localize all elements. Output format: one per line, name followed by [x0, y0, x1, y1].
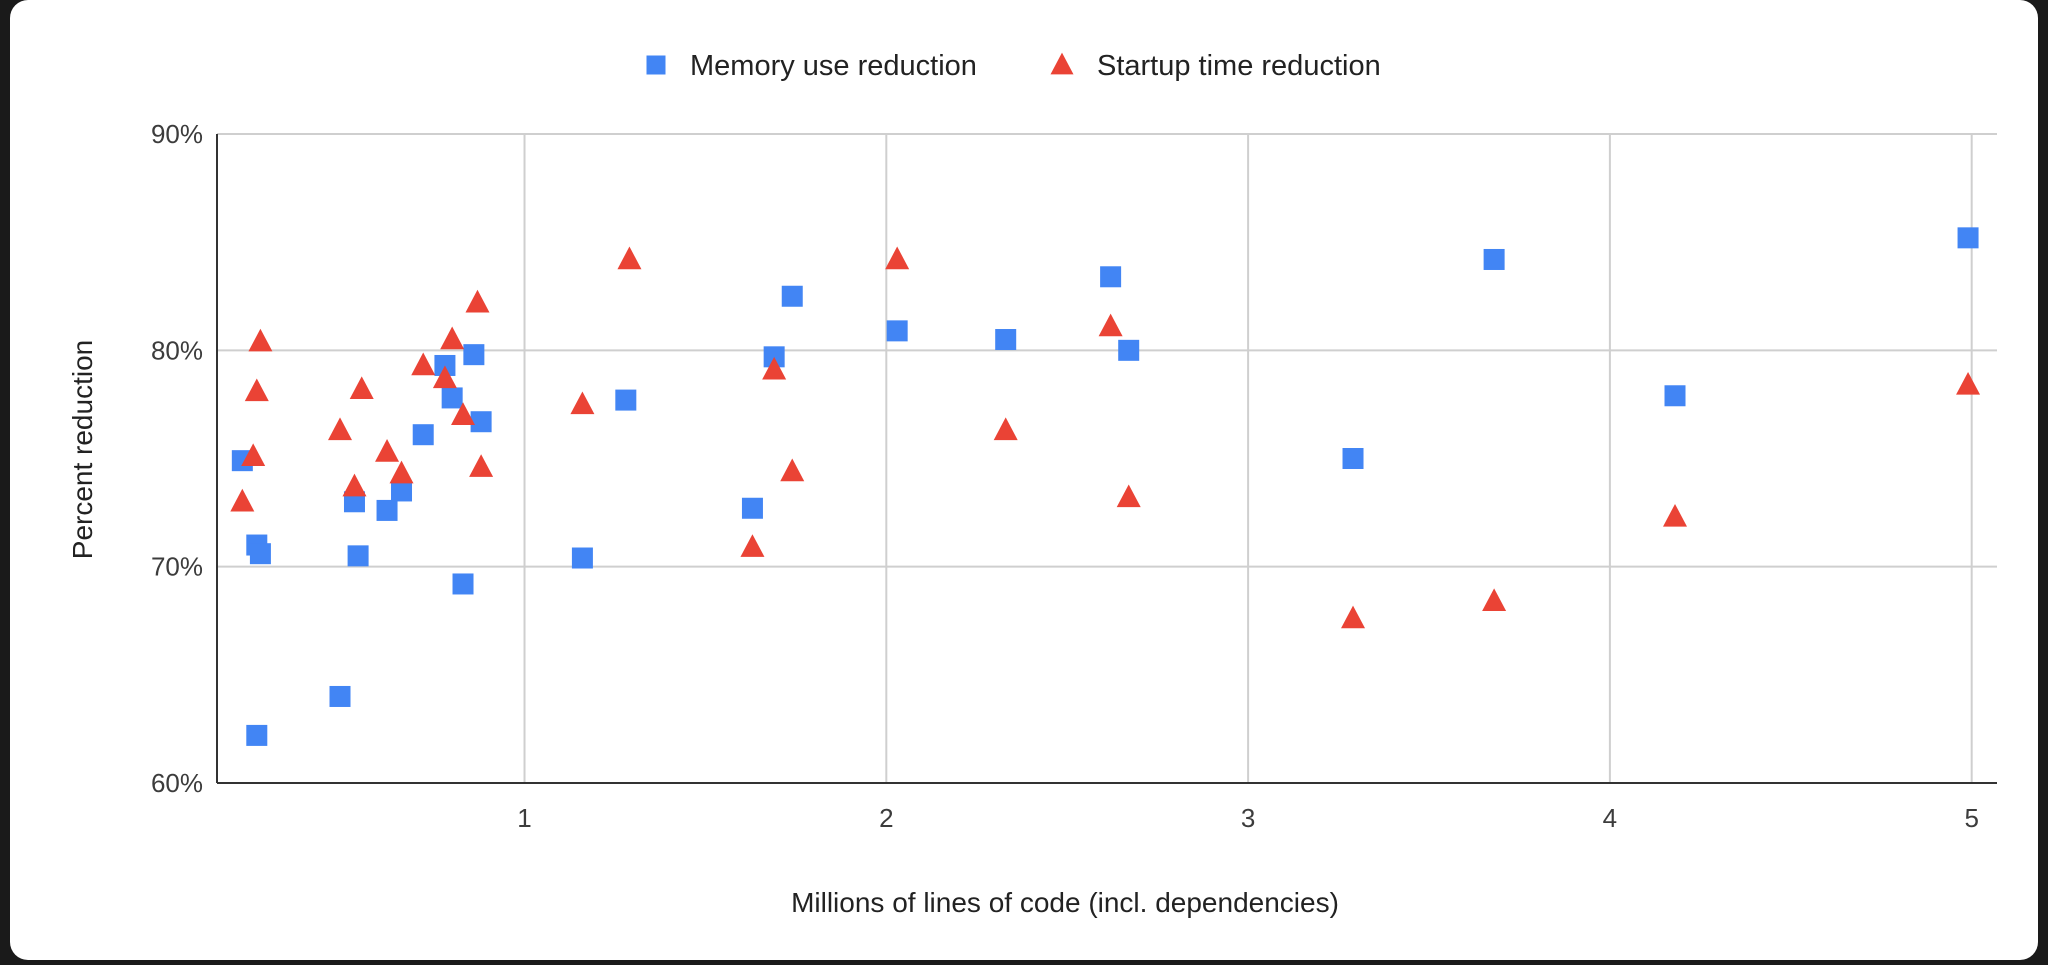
data-point-triangle	[432, 365, 457, 389]
data-point-square	[995, 329, 1017, 351]
data-point-square	[781, 285, 803, 307]
y-tick-label: 80%	[151, 335, 203, 365]
data-point-square	[441, 387, 463, 409]
x-tick-label: 2	[879, 803, 893, 833]
data-points	[230, 227, 1981, 746]
data-point-square	[452, 573, 474, 595]
legend: Memory use reduction Startup time reducti…	[646, 50, 1381, 82]
data-point-triangle	[469, 454, 494, 477]
scatter-chart: 60% 70% 80% 90% 1 2 3 4 5 Memory use reduction S…	[67, 50, 1997, 918]
data-point-triangle	[740, 534, 765, 557]
x-tick-label: 5	[1964, 803, 1978, 833]
data-point-square	[391, 480, 413, 502]
data-point-triangle	[389, 460, 414, 484]
data-point-triangle	[328, 417, 353, 441]
data-point-triangle	[570, 391, 595, 415]
data-point-triangle	[349, 376, 374, 399]
gridlines	[217, 133, 1997, 783]
series-startup	[230, 246, 1981, 629]
data-point-square	[463, 344, 485, 366]
data-point-square	[1664, 385, 1686, 407]
data-point-triangle	[1116, 484, 1141, 508]
chart-card: 60% 70% 80% 90% 1 2 3 4 5 Memory use reduction S…	[10, 0, 2038, 960]
data-point-square	[741, 497, 763, 519]
data-point-square	[1957, 227, 1979, 249]
data-point-triangle	[375, 439, 400, 462]
data-point-square	[763, 346, 785, 368]
legend-marker-square	[646, 55, 666, 75]
data-point-square	[246, 724, 268, 746]
data-point-triangle	[885, 246, 910, 270]
legend-marker-triangle	[1050, 52, 1074, 75]
data-point-square	[571, 547, 593, 569]
data-point-triangle	[342, 473, 367, 497]
x-axis-title: Millions of lines of code (incl. depende…	[791, 887, 1339, 918]
x-tick-label: 3	[1241, 803, 1255, 833]
y-tick-label: 90%	[151, 119, 203, 149]
data-point-square	[1483, 248, 1505, 270]
data-point-triangle	[411, 352, 436, 376]
x-axis-ticks: 1 2 3 4 5	[517, 803, 1979, 833]
data-point-triangle	[244, 378, 269, 402]
data-point-triangle	[762, 356, 787, 380]
data-point-triangle	[465, 289, 490, 313]
data-point-square	[434, 354, 456, 376]
legend-label: Startup time reduction	[1097, 50, 1381, 82]
data-point-triangle	[451, 402, 476, 425]
axis-lines	[216, 134, 1997, 784]
data-point-triangle	[1663, 503, 1688, 527]
data-point-triangle	[993, 417, 1018, 441]
y-axis-title: Percent reduction	[67, 340, 98, 559]
data-point-triangle	[1341, 605, 1366, 629]
data-point-square	[470, 411, 492, 433]
data-point-triangle	[1482, 588, 1507, 611]
data-point-square	[1118, 339, 1140, 361]
y-axis-ticks: 60% 70% 80% 90%	[151, 119, 203, 798]
y-tick-label: 70%	[151, 552, 203, 582]
data-point-square	[376, 499, 398, 521]
data-point-square	[249, 543, 271, 565]
data-point-square	[615, 389, 637, 411]
data-point-square	[412, 424, 434, 446]
y-tick-label: 60%	[151, 768, 203, 798]
data-point-square	[343, 491, 365, 513]
data-point-triangle	[248, 328, 273, 352]
data-point-square	[1342, 448, 1364, 469]
data-point-triangle	[617, 246, 642, 270]
x-tick-label: 1	[517, 803, 531, 833]
series-memory	[231, 227, 1979, 746]
data-point-triangle	[241, 443, 266, 467]
data-point-square	[329, 685, 351, 707]
data-point-square	[1100, 266, 1122, 288]
data-point-triangle	[780, 458, 805, 482]
x-tick-label: 4	[1603, 803, 1617, 833]
data-point-square	[886, 320, 908, 342]
data-point-square	[347, 545, 369, 567]
data-point-triangle	[1956, 371, 1981, 395]
data-point-triangle	[440, 326, 465, 350]
data-point-triangle	[230, 488, 255, 512]
data-point-triangle	[1098, 313, 1123, 337]
legend-label: Memory use reduction	[690, 50, 977, 82]
